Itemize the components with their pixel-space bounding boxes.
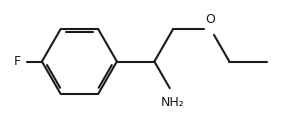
Text: NH₂: NH₂ bbox=[161, 96, 185, 109]
Text: O: O bbox=[206, 13, 215, 26]
Text: F: F bbox=[14, 55, 21, 68]
